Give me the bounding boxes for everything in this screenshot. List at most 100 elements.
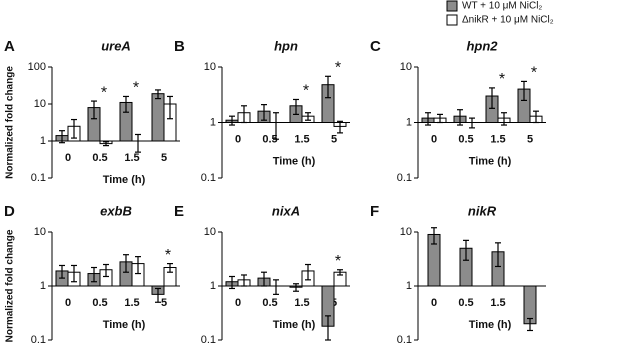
error-bar: [431, 227, 437, 245]
significance-star: *: [335, 60, 341, 77]
error-bar: [135, 256, 141, 275]
error-bar: [489, 87, 495, 109]
x-tick-label: 1.5: [124, 297, 139, 309]
error-bar: [261, 271, 267, 287]
error-bar: [293, 283, 299, 292]
x-tick-label: 5: [161, 297, 167, 309]
error-bar: [273, 279, 279, 295]
x-tick-label: 1.5: [294, 133, 309, 145]
x-tick-label: 0.5: [458, 133, 473, 145]
error-bar: [91, 266, 97, 283]
x-tick-label: 0.5: [262, 133, 277, 145]
panel-title: nixA: [272, 203, 300, 218]
error-bar: [305, 112, 311, 121]
error-bar: [325, 75, 331, 99]
y-tick-label: 10: [204, 61, 216, 73]
x-tick-label: 0.5: [92, 152, 107, 164]
y-tick-label: 0.1: [201, 172, 216, 184]
panel-title: nikR: [468, 203, 497, 218]
error-bar: [293, 98, 299, 115]
y-tick-label: 0.1: [31, 334, 46, 345]
significance-star: *: [303, 83, 309, 100]
y-tick-label: 1: [210, 280, 216, 292]
error-bar: [155, 287, 161, 303]
y-tick-label: 0.1: [31, 172, 46, 184]
error-bar: [527, 317, 533, 332]
x-tick-label: 5: [527, 133, 533, 145]
x-axis-label: Time (h): [103, 319, 146, 331]
x-axis-label: Time (h): [273, 155, 316, 167]
x-axis-label: Time (h): [273, 319, 316, 331]
x-tick-label: 0.5: [458, 297, 473, 309]
y-tick-label: 10: [400, 61, 412, 73]
error-bar: [135, 133, 141, 153]
error-bar: [123, 254, 129, 273]
x-tick-label: 0: [431, 133, 437, 145]
y-axis-label: Normalized fold change: [5, 66, 16, 179]
y-tick-label: 10: [34, 98, 46, 110]
bar: [151, 93, 165, 142]
error-bar: [305, 263, 311, 281]
significance-star: *: [133, 80, 139, 97]
error-bar: [91, 100, 97, 120]
error-bar: [437, 113, 443, 124]
panel-letter: F: [370, 203, 379, 220]
y-tick-label: 1: [406, 280, 412, 292]
y-tick-label: 100: [28, 61, 46, 73]
error-bar: [337, 269, 343, 276]
error-bar: [241, 274, 247, 287]
error-bar: [71, 264, 77, 283]
x-tick-label: 0: [235, 297, 241, 309]
y-tick-label: 1: [210, 116, 216, 128]
y-tick-label: 10: [34, 226, 46, 238]
x-tick-label: 1.5: [490, 133, 505, 145]
error-bar: [123, 95, 129, 113]
error-bar: [103, 263, 109, 278]
significance-star: *: [531, 65, 537, 82]
error-bar: [71, 118, 77, 139]
error-bar: [241, 105, 247, 124]
x-axis-label: Time (h): [469, 155, 512, 167]
x-tick-label: 0: [65, 297, 71, 309]
y-tick-label: 1: [40, 135, 46, 147]
error-bar: [533, 110, 539, 124]
error-bar: [469, 117, 475, 129]
panel-letter: C: [370, 38, 381, 55]
error-bar: [273, 112, 279, 140]
legend-label: ΔnikR + 10 μM NiCl₂: [462, 15, 554, 26]
legend-label: WT + 10 μM NiCl₂: [462, 1, 542, 12]
y-axis-label: Normalized fold change: [5, 229, 16, 342]
error-bar: [463, 239, 469, 261]
x-tick-label: 0.5: [262, 297, 277, 309]
panel-title: hpn: [274, 38, 298, 53]
x-axis-label: Time (h): [469, 319, 512, 331]
y-tick-label: 0.1: [201, 334, 216, 345]
error-bar: [457, 109, 463, 126]
error-bar: [495, 242, 501, 268]
significance-star: *: [165, 247, 171, 264]
panel-title: hpn2: [466, 38, 498, 53]
legend-swatch: [446, 14, 458, 26]
y-tick-label: 1: [406, 116, 412, 128]
error-bar: [425, 112, 431, 126]
y-tick-label: 0.1: [397, 172, 412, 184]
error-bar: [59, 264, 65, 279]
x-tick-label: 0: [235, 133, 241, 145]
error-bar: [167, 262, 173, 273]
y-tick-label: 10: [400, 226, 412, 238]
error-bar: [59, 130, 65, 144]
panel-letter: B: [174, 38, 185, 55]
significance-star: *: [101, 84, 107, 101]
panel-title: ureA: [101, 38, 131, 53]
significance-star: *: [499, 71, 505, 88]
legend-swatch: [446, 0, 458, 12]
x-tick-label: 0: [65, 152, 71, 164]
error-bar: [325, 315, 331, 341]
x-tick-label: 1.5: [294, 297, 309, 309]
x-tick-label: 1.5: [490, 297, 505, 309]
error-bar: [261, 104, 267, 121]
error-bar: [521, 80, 527, 102]
error-bar: [155, 89, 161, 100]
